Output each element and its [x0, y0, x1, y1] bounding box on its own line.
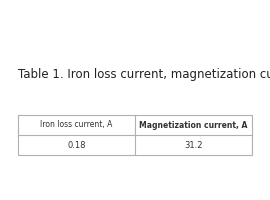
Text: Magnetization current, A: Magnetization current, A [139, 120, 248, 130]
Text: 0.18: 0.18 [67, 140, 86, 150]
Bar [18, 115, 252, 155]
Text: 31.2: 31.2 [184, 140, 203, 150]
Text: Iron loss current, A: Iron loss current, A [40, 120, 113, 130]
Text: Table 1. Iron loss current, magnetization current: Table 1. Iron loss current, magnetizatio… [18, 68, 270, 81]
